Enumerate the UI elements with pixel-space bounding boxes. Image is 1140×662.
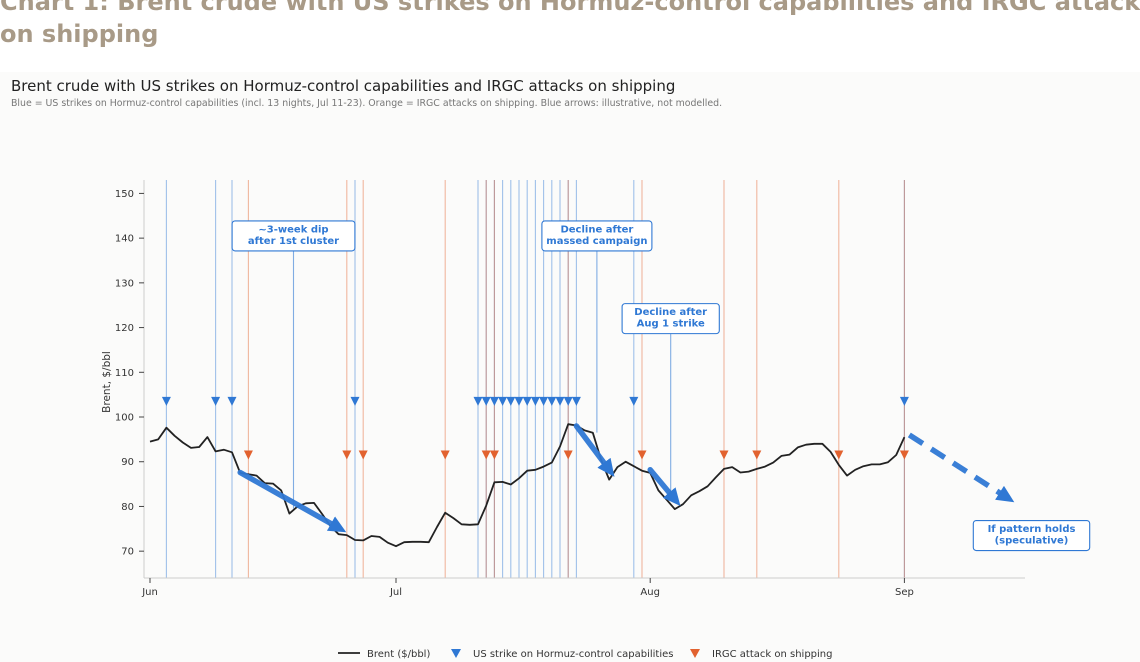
irgc-attack-marker: [563, 450, 573, 460]
legend: Brent ($/bbl) US strike on Hormuz-control…: [338, 649, 833, 660]
annotation-text: If pattern holds (speculative): [988, 524, 1076, 547]
legend-label-brent: Brent ($/bbl): [367, 649, 430, 660]
page-heading-line-1: Chart 1: Brent crude with US strikes on …: [0, 0, 1140, 16]
y-tick-label: 120: [115, 323, 134, 334]
chart-svg: Brent crude with US strikes on Hormuz-co…: [11, 77, 1091, 660]
us-strike-marker: [555, 396, 565, 406]
legend-label-us-strike: US strike on Hormuz-control capabilities: [473, 649, 673, 660]
chart-figure: Brent crude with US strikes on Hormuz-co…: [0, 72, 1140, 662]
irgc-attack-marker: [489, 450, 499, 460]
speculative-arrow: [907, 432, 1015, 503]
us-strike-marker: [489, 396, 499, 406]
annotation-box: [231, 220, 356, 252]
us-strike-marker: [547, 396, 557, 406]
legend-us-strike-swatch: [451, 649, 461, 658]
annotation-text: Decline after Aug 1 strike: [634, 307, 707, 330]
irgc-attack-marker: [481, 450, 491, 460]
brent-series-line: [149, 423, 906, 548]
x-tick-label: Aug: [640, 587, 660, 598]
annotation-box: [972, 519, 1091, 552]
us-strike-marker: [530, 396, 540, 406]
irgc-attack-marker: [834, 450, 844, 460]
decline-arrow: [237, 469, 347, 533]
y-tick-label: 80: [121, 502, 134, 513]
us-strike-marker: [481, 396, 491, 406]
page-heading-line-2: on shipping: [0, 20, 159, 48]
y-axis-label: Brent, $/bbl: [101, 351, 113, 413]
us-strike-marker: [563, 396, 573, 406]
irgc-attack-marker: [719, 450, 729, 460]
legend-irgc-attack-swatch: [690, 649, 700, 658]
markers-layer: [161, 396, 909, 460]
x-tick-label: Jul: [389, 587, 402, 598]
y-tick-label: 110: [115, 368, 134, 379]
us-strike-marker: [539, 396, 549, 406]
axes-layer: 70 80 90 100 110 120 130 140 150 Jun Jul Aug Sep: [115, 180, 1025, 598]
irgc-attack-marker: [342, 450, 352, 460]
us-strike-marker: [522, 396, 532, 406]
us-strike-marker: [161, 396, 171, 406]
us-strike-marker: [211, 396, 221, 406]
annotation-text: ~3-week dip after 1st cluster: [248, 224, 339, 247]
irgc-attack-marker: [899, 450, 909, 460]
annotation-box: [621, 303, 720, 335]
x-tick-label: Sep: [895, 587, 914, 598]
y-tick-label: 150: [115, 189, 134, 200]
annotation-text: Decline after massed campaign: [546, 224, 647, 247]
y-tick-label: 90: [121, 457, 134, 468]
us-strike-marker: [629, 396, 639, 406]
irgc-attack-marker: [358, 450, 368, 460]
us-strike-marker: [350, 396, 360, 406]
chart-title: Brent crude with US strikes on Hormuz-co…: [11, 77, 675, 95]
series-layer: [149, 423, 906, 548]
x-tick-label: Jun: [141, 587, 158, 598]
y-tick-label: 70: [121, 547, 134, 558]
legend-label-irgc-attack: IRGC attack on shipping: [712, 649, 833, 660]
us-strike-marker: [498, 396, 508, 406]
event-lines-layer: [165, 180, 905, 578]
irgc-attack-marker: [243, 450, 253, 460]
page-heading: Chart 1: Brent crude with US strikes on …: [0, 0, 1140, 50]
us-strike-marker: [571, 396, 581, 406]
us-strike-marker: [473, 396, 483, 406]
irgc-attack-marker: [637, 450, 647, 460]
chart-subtitle: Blue = US strikes on Hormuz-control capa…: [11, 98, 722, 109]
us-strike-marker: [506, 396, 516, 406]
irgc-attack-marker: [752, 450, 762, 460]
irgc-attack-marker: [440, 450, 450, 460]
y-tick-label: 140: [115, 234, 134, 245]
annotation-box: [541, 220, 653, 252]
us-strike-marker: [514, 396, 524, 406]
y-tick-label: 130: [115, 278, 134, 289]
y-tick-label: 100: [115, 413, 134, 424]
us-strike-marker: [227, 396, 237, 406]
us-strike-marker: [899, 396, 909, 406]
decline-arrow: [573, 423, 615, 477]
annotations-layer: ~3-week dip after 1st cluster Decline afte…: [231, 220, 1091, 552]
